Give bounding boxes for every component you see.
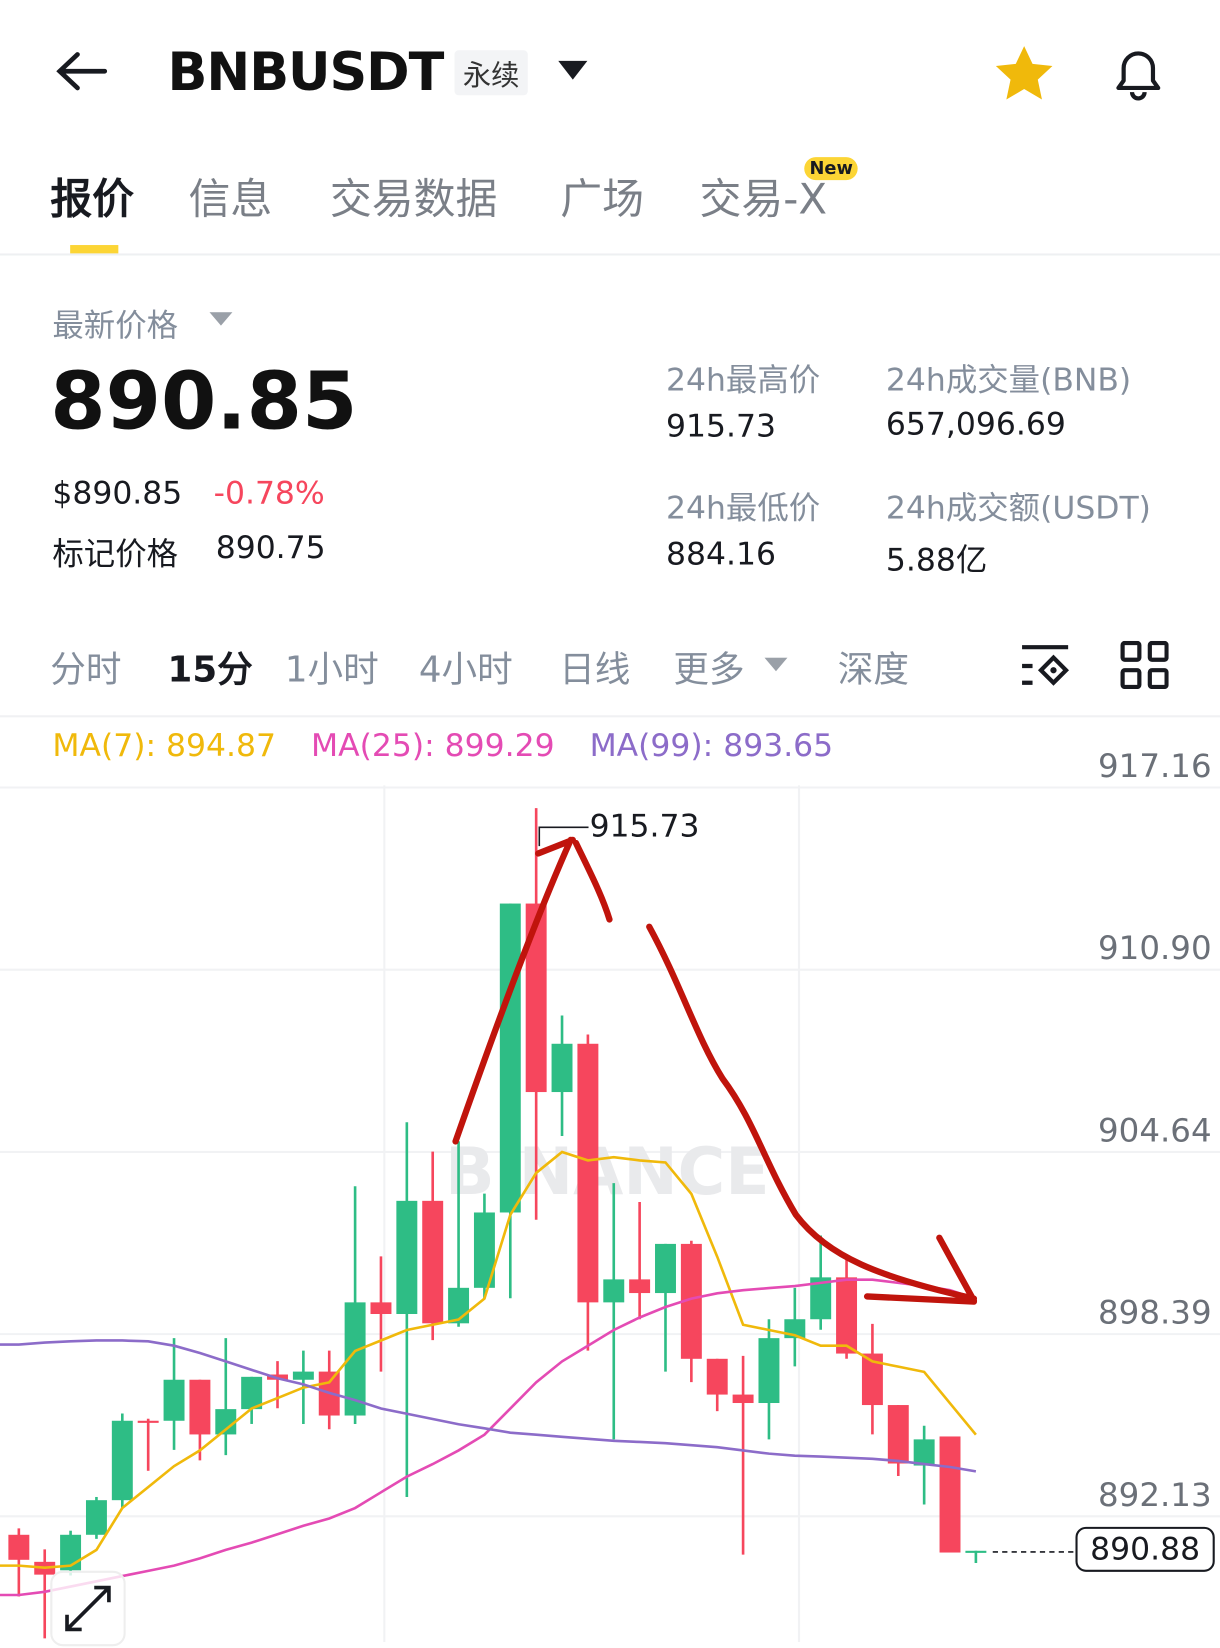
candle-up xyxy=(215,1409,237,1435)
y-tick: 904.64 xyxy=(1098,1112,1212,1150)
annotation-down-arrow xyxy=(646,923,978,1305)
low-label: 24h最低价 xyxy=(666,490,821,527)
divider xyxy=(0,253,1220,256)
high-label: 24h最高价 xyxy=(666,362,821,399)
tab-trading-data[interactable]: 交易数据 xyxy=(329,175,498,225)
more-caret-icon[interactable] xyxy=(764,657,788,673)
timeframe-more[interactable]: 更多 xyxy=(673,649,745,692)
star-icon[interactable] xyxy=(995,44,1054,101)
caret-down-icon[interactable] xyxy=(209,312,233,327)
candle-up xyxy=(758,1338,780,1404)
candle-up xyxy=(292,1371,314,1380)
low-value: 884.16 xyxy=(666,536,776,573)
ma99-line xyxy=(0,1339,977,1473)
grid-layout-icon[interactable] xyxy=(1120,640,1169,690)
candle-down xyxy=(422,1200,444,1324)
high-value: 915.73 xyxy=(666,408,776,446)
candle-down xyxy=(525,903,547,1093)
contract-type-badge: 永续 xyxy=(454,50,528,96)
timeframe-4h[interactable]: 4小时 xyxy=(418,649,513,692)
candle-up xyxy=(85,1500,107,1535)
ma7-line xyxy=(0,1150,977,1569)
active-tab-indicator xyxy=(70,245,119,254)
watermark: BINANCE xyxy=(445,1135,769,1210)
candle-down xyxy=(189,1379,211,1435)
indicator-settings-icon[interactable] xyxy=(1020,643,1070,689)
candle-up xyxy=(241,1376,263,1410)
candle-down xyxy=(836,1277,858,1354)
y-tick: 898.39 xyxy=(1098,1294,1212,1333)
candle-down xyxy=(577,1043,599,1303)
usd-price: $890.85 xyxy=(52,475,183,513)
annotation-up-arrow xyxy=(452,836,613,1145)
tab-trade-x[interactable]: 交易-X xyxy=(699,175,828,225)
price-change: -0.78% xyxy=(213,475,325,513)
candle-up xyxy=(965,1550,987,1553)
volume-label: 24h成交量(BNB) xyxy=(885,362,1132,399)
mark-price-label: 标记价格 xyxy=(52,536,179,573)
ma25-label: MA(25): 899.29 xyxy=(311,727,555,765)
last-price-label[interactable]: 最新价格 xyxy=(52,307,179,345)
tab-quote[interactable]: 报价 xyxy=(50,175,135,225)
high-marker-line xyxy=(538,826,589,847)
dropdown-caret-icon[interactable] xyxy=(558,60,588,82)
last-price-tag: 890.88 xyxy=(1075,1526,1215,1572)
candle-down xyxy=(680,1243,702,1359)
bell-icon[interactable] xyxy=(1108,42,1169,103)
candle-up xyxy=(163,1379,185,1421)
divider xyxy=(0,715,1220,718)
mark-price: 890.75 xyxy=(215,529,326,567)
y-tick: 910.90 xyxy=(1098,929,1212,968)
candle-up xyxy=(810,1277,832,1320)
candle-up xyxy=(655,1243,676,1294)
candle-down xyxy=(137,1420,159,1423)
candle-down xyxy=(370,1302,392,1315)
ma99-label: MA(99): 893.65 xyxy=(589,727,834,765)
candle-down xyxy=(887,1405,909,1464)
high-marker-label: 915.73 xyxy=(589,808,700,846)
fullscreen-button[interactable] xyxy=(50,1570,126,1647)
candle-up xyxy=(396,1200,418,1315)
timeframe-1h[interactable]: 1小时 xyxy=(284,649,379,692)
symbol-title[interactable]: BNBUSDT xyxy=(167,41,445,103)
expand-icon xyxy=(65,1585,111,1632)
tab-square[interactable]: 广场 xyxy=(560,175,645,225)
candle-down xyxy=(706,1358,728,1395)
back-arrow-icon[interactable] xyxy=(54,50,108,92)
candle-down xyxy=(732,1394,754,1404)
last-price: 890.85 xyxy=(50,353,358,448)
y-tick: 917.16 xyxy=(1098,747,1212,786)
candle-up xyxy=(551,1043,573,1093)
ma25-line xyxy=(0,1278,977,1597)
y-tick: 892.13 xyxy=(1098,1476,1212,1515)
tab-info[interactable]: 信息 xyxy=(188,175,273,225)
ma7-label: MA(7): 894.87 xyxy=(52,727,276,765)
candle-down xyxy=(8,1534,30,1560)
candle-down xyxy=(861,1353,883,1406)
candle-up xyxy=(473,1212,495,1288)
volume-value: 657,096.69 xyxy=(885,406,1066,443)
candle-up xyxy=(111,1420,133,1501)
timeframe-1d[interactable]: 日线 xyxy=(559,649,631,692)
candle-up xyxy=(913,1439,935,1466)
amount-value: 5.88亿 xyxy=(885,542,988,580)
candle-up xyxy=(499,903,521,1213)
timeframe-15m[interactable]: 15分 xyxy=(167,649,253,692)
amount-label: 24h成交额(USDT) xyxy=(885,490,1151,527)
candle-down xyxy=(939,1436,961,1553)
timeframe-line[interactable]: 分时 xyxy=(50,649,122,692)
candle-up xyxy=(344,1302,366,1416)
new-badge: New xyxy=(804,157,859,181)
candle-up xyxy=(603,1279,625,1303)
candle-down xyxy=(629,1279,651,1294)
timeframe-depth[interactable]: 深度 xyxy=(837,649,909,692)
